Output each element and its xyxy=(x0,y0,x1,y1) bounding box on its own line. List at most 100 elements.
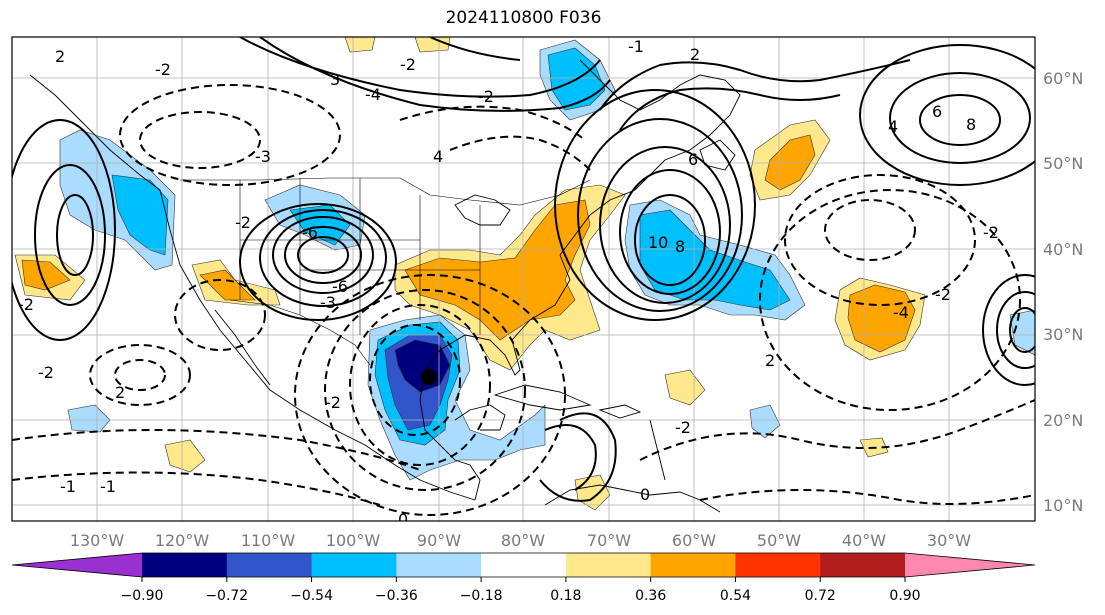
contour-label: -1 xyxy=(628,37,644,56)
contour-label: -2 xyxy=(935,285,951,304)
colorbar-ticks: −0.90 −0.72 −0.54 −0.36 −0.18 0.18 0.36 0.54 0.7… xyxy=(121,577,921,604)
positive-contours xyxy=(12,37,1035,502)
contour-label: -3 xyxy=(255,147,271,166)
graticule xyxy=(12,37,1035,521)
contour-label: -2 xyxy=(38,363,54,382)
longitude-labels: 130°W 120°W 110°W 100°W 90°W 80°W 70°W 6… xyxy=(70,531,971,550)
colorbar-tick-label: −0.72 xyxy=(205,588,248,604)
contour-label: -3 xyxy=(320,293,336,312)
contour-label: 0 xyxy=(398,510,408,529)
yucatan xyxy=(454,404,506,431)
colorbar-over-arrow xyxy=(905,553,1035,577)
lon-label: 100°W xyxy=(326,531,381,550)
coastlines xyxy=(29,59,741,513)
great-lakes xyxy=(454,194,511,226)
contour-label: 8 xyxy=(675,237,685,256)
contour-label: -2 xyxy=(400,55,416,74)
lon-label: 90°W xyxy=(417,531,461,550)
contour-label: 2 xyxy=(115,383,125,402)
lesser-antilles xyxy=(649,419,666,481)
contour-label: -6 xyxy=(302,223,318,242)
negative-contours xyxy=(12,84,1035,516)
colorbar-tick-label: 0.54 xyxy=(720,588,751,604)
contour-label: 4 xyxy=(433,147,443,166)
contour-label: -2 xyxy=(983,223,999,242)
lat-label: 60°N xyxy=(1043,69,1083,88)
contour-label: 8 xyxy=(966,115,976,134)
contour-label: 2 xyxy=(765,351,775,370)
shade-yellow-pacific-south xyxy=(164,439,206,473)
baja-peninsula xyxy=(214,309,271,386)
contour-label: -2 xyxy=(235,213,251,232)
colorbar-segment xyxy=(650,553,736,577)
lat-label: 50°N xyxy=(1043,154,1083,173)
colorbar-segment xyxy=(311,553,397,577)
contour-label: -1 xyxy=(60,477,76,496)
us-canada-border xyxy=(180,177,591,206)
colorbar-segment xyxy=(396,553,482,577)
lon-label: 70°W xyxy=(587,531,631,550)
contour-label: -2 xyxy=(155,60,171,79)
lon-label: 40°W xyxy=(842,531,886,550)
colorbar-tick-label: −0.36 xyxy=(375,588,418,604)
lat-label: 10°N xyxy=(1043,496,1083,515)
latitude-labels: 60°N 50°N 40°N 30°N 20°N 10°N xyxy=(1043,69,1083,515)
lat-label: 40°N xyxy=(1043,240,1083,259)
contour-label: -2 xyxy=(325,393,341,412)
contour-label: -2 xyxy=(675,418,691,437)
shade-yellow-caribbean xyxy=(664,369,706,406)
coast-west-north-america xyxy=(29,74,476,501)
contour-labels: 2 2 -2 -1 3 -2 -3 4 -6 -3 -2 6 8 -6 8 10… xyxy=(18,37,999,529)
colorbar-tick-label: 0.90 xyxy=(889,588,920,604)
shade-blue-pacific-small xyxy=(67,404,111,433)
colorbar-tick-label: 0.18 xyxy=(550,588,581,604)
contour-label: 2 xyxy=(55,47,65,66)
lon-label: 30°W xyxy=(927,531,971,550)
colorbar-tick-label: −0.54 xyxy=(290,588,333,604)
lon-label: 110°W xyxy=(241,531,296,550)
colorbar-tick-label: −0.90 xyxy=(121,588,164,604)
contour-label: 6 xyxy=(932,102,942,121)
shade-blue-tropical xyxy=(749,404,781,439)
storm-center-marker xyxy=(421,369,437,385)
shade-cyan-rockies xyxy=(289,204,351,246)
colorbar-segment xyxy=(142,553,228,577)
shade-orange-north-atlantic xyxy=(764,134,816,191)
contour-label: 0 xyxy=(640,485,650,504)
lon-label: 60°W xyxy=(672,531,716,550)
contour-label: -4 xyxy=(893,303,909,322)
shade-yellow-top-left xyxy=(344,37,376,53)
colorbar-segment xyxy=(565,553,652,577)
contour-label: 3 xyxy=(330,70,340,89)
contour-label: -2 xyxy=(478,87,494,106)
colorbar-tick-label: 0.72 xyxy=(805,588,836,604)
shade-orange-rockies xyxy=(199,269,256,301)
lon-label: 50°W xyxy=(757,531,801,550)
lon-label: 120°W xyxy=(155,531,210,550)
colorbar-under-arrow xyxy=(12,553,142,577)
lon-label: 80°W xyxy=(501,531,545,550)
colorbar xyxy=(11,552,1036,578)
coast-gulf-east xyxy=(419,59,741,501)
lon-label: 130°W xyxy=(70,531,125,550)
contour-label: -6 xyxy=(332,277,348,296)
contour-label: 6 xyxy=(688,150,698,169)
shade-yellow-top-mid xyxy=(414,37,451,53)
colorbar-segment xyxy=(735,553,821,577)
colorbar-segment xyxy=(226,553,313,577)
contour-label: 2 xyxy=(690,45,700,64)
lat-label: 20°N xyxy=(1043,411,1083,430)
contour-label: 4 xyxy=(888,117,898,136)
map-title: 2024110800 F036 xyxy=(445,8,602,28)
colorbar-tick-label: −0.18 xyxy=(460,588,503,604)
colorbar-tick-label: 0.36 xyxy=(635,588,666,604)
hispaniola xyxy=(598,404,642,419)
contour-label: -4 xyxy=(365,85,381,104)
shade-cyan-west-coast xyxy=(111,174,169,256)
contour-label: -2 xyxy=(18,295,34,314)
contour-label: -1 xyxy=(100,477,116,496)
cuba xyxy=(493,384,592,411)
shade-orange-west-ocean xyxy=(21,259,71,291)
map-frame xyxy=(11,36,1036,522)
